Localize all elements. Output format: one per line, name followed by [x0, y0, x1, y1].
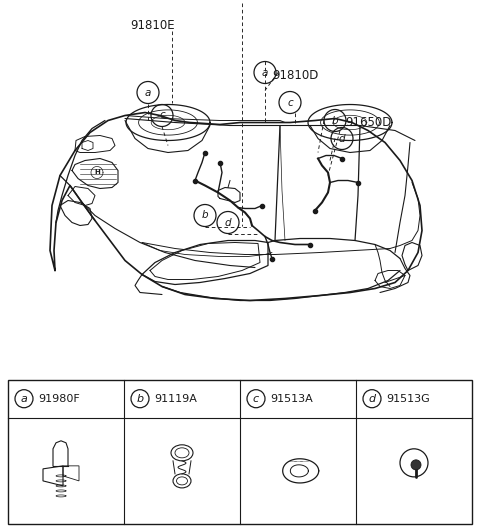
- Text: b: b: [202, 210, 208, 220]
- Text: c: c: [287, 98, 293, 108]
- Text: d: d: [369, 394, 375, 404]
- Text: 91810D: 91810D: [272, 69, 318, 82]
- Text: d: d: [339, 134, 345, 144]
- Text: H: H: [94, 170, 100, 175]
- Text: d: d: [225, 217, 231, 227]
- Text: a: a: [21, 394, 27, 404]
- Text: a: a: [262, 67, 268, 77]
- Circle shape: [411, 460, 421, 470]
- Text: a: a: [145, 87, 151, 98]
- Text: 91513G: 91513G: [386, 394, 430, 404]
- Text: 91980F: 91980F: [38, 394, 80, 404]
- Text: 91650D: 91650D: [345, 116, 391, 129]
- Text: 91119A: 91119A: [154, 394, 197, 404]
- Text: b: b: [332, 116, 338, 126]
- Text: c: c: [253, 394, 259, 404]
- Text: 91810E: 91810E: [130, 19, 175, 32]
- Text: c: c: [159, 110, 165, 120]
- Text: b: b: [136, 394, 144, 404]
- Text: 91513A: 91513A: [270, 394, 313, 404]
